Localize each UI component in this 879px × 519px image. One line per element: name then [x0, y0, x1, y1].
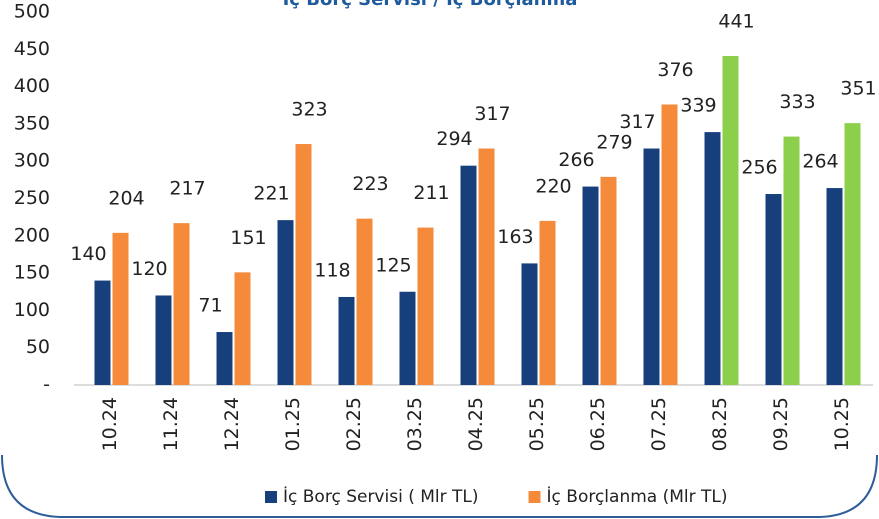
data-label: 376 — [657, 59, 693, 81]
bar — [783, 136, 800, 385]
x-tick-label: 08.25 — [709, 397, 731, 451]
y-tick-label: 300 — [14, 150, 50, 172]
data-label: 441 — [718, 11, 754, 33]
x-tick-label: 06.25 — [587, 397, 609, 451]
data-label: 294 — [436, 128, 472, 150]
data-label: 339 — [680, 95, 716, 117]
data-label: 217 — [169, 178, 205, 200]
data-label: 317 — [619, 111, 655, 133]
bar — [765, 194, 782, 385]
x-tick-label: 04.25 — [465, 397, 487, 451]
data-label: 256 — [741, 157, 777, 179]
y-tick-label: 450 — [14, 38, 50, 60]
bar — [582, 186, 599, 385]
y-tick-label: 500 — [14, 1, 50, 23]
bar — [521, 263, 538, 385]
chart-title: İç Borç Servisi / İç Borçlanma — [283, 0, 578, 10]
bar — [643, 148, 660, 385]
bar — [338, 296, 355, 385]
data-label: 333 — [779, 91, 815, 113]
y-tick-label: 200 — [14, 224, 50, 246]
y-tick-label: - — [43, 374, 50, 396]
bar — [155, 295, 172, 385]
y-tick-label: 100 — [14, 299, 50, 321]
data-label: 71 — [198, 295, 222, 317]
data-label: 221 — [253, 183, 289, 205]
data-label: 279 — [596, 131, 632, 153]
data-label: 220 — [535, 175, 571, 197]
data-label: 323 — [291, 99, 327, 121]
bar — [460, 165, 477, 385]
data-label: 266 — [558, 149, 594, 171]
x-tick-label: 02.25 — [343, 397, 365, 451]
bar — [277, 220, 294, 385]
bar — [417, 227, 434, 385]
data-label: 264 — [802, 151, 838, 173]
data-label: 125 — [375, 254, 411, 276]
bar — [173, 223, 190, 385]
bar — [94, 280, 111, 385]
legend-swatch — [265, 491, 277, 503]
bar — [356, 218, 373, 385]
data-label: 120 — [131, 258, 167, 280]
x-tick-label: 05.25 — [526, 397, 548, 451]
y-tick-label: 50 — [26, 336, 50, 358]
bar — [844, 123, 861, 386]
data-label: 223 — [352, 173, 388, 195]
y-tick-label: 250 — [14, 187, 50, 209]
frame — [1, 454, 878, 518]
bar — [722, 56, 739, 385]
legend-label: İç Borç Servisi ( Mlr TL) — [283, 486, 479, 507]
data-label: 140 — [70, 243, 106, 265]
x-tick-label: 12.24 — [221, 397, 243, 451]
x-tick-label: 10.25 — [831, 397, 853, 451]
x-tick-label: 11.24 — [160, 397, 182, 451]
data-label: 163 — [497, 226, 533, 248]
data-label: 204 — [108, 187, 144, 209]
bar — [478, 148, 495, 385]
bar — [112, 232, 129, 385]
x-tick-label: 09.25 — [770, 397, 792, 451]
legend-swatch — [528, 491, 541, 503]
bar — [661, 104, 678, 385]
legend-label: İç Borçlanma (Mlr TL) — [547, 486, 728, 507]
data-label: 351 — [840, 78, 876, 100]
x-tick-label: 03.25 — [404, 397, 426, 451]
y-tick-label: 150 — [14, 262, 50, 284]
bar — [600, 176, 617, 385]
bar — [826, 188, 843, 385]
bar — [216, 332, 233, 385]
x-tick-label: 07.25 — [648, 397, 670, 451]
x-tick-label: 10.24 — [99, 397, 121, 451]
bar — [704, 132, 721, 385]
bar — [539, 220, 556, 385]
x-tick-label: 01.25 — [282, 397, 304, 451]
y-tick-label: 400 — [14, 75, 50, 97]
y-tick-label: 350 — [14, 112, 50, 134]
bar — [295, 144, 312, 385]
data-label: 118 — [314, 259, 350, 281]
data-label: 151 — [230, 227, 266, 249]
data-label: 211 — [413, 182, 449, 204]
bar — [399, 291, 416, 385]
bar — [234, 272, 251, 385]
data-label: 317 — [474, 103, 510, 125]
